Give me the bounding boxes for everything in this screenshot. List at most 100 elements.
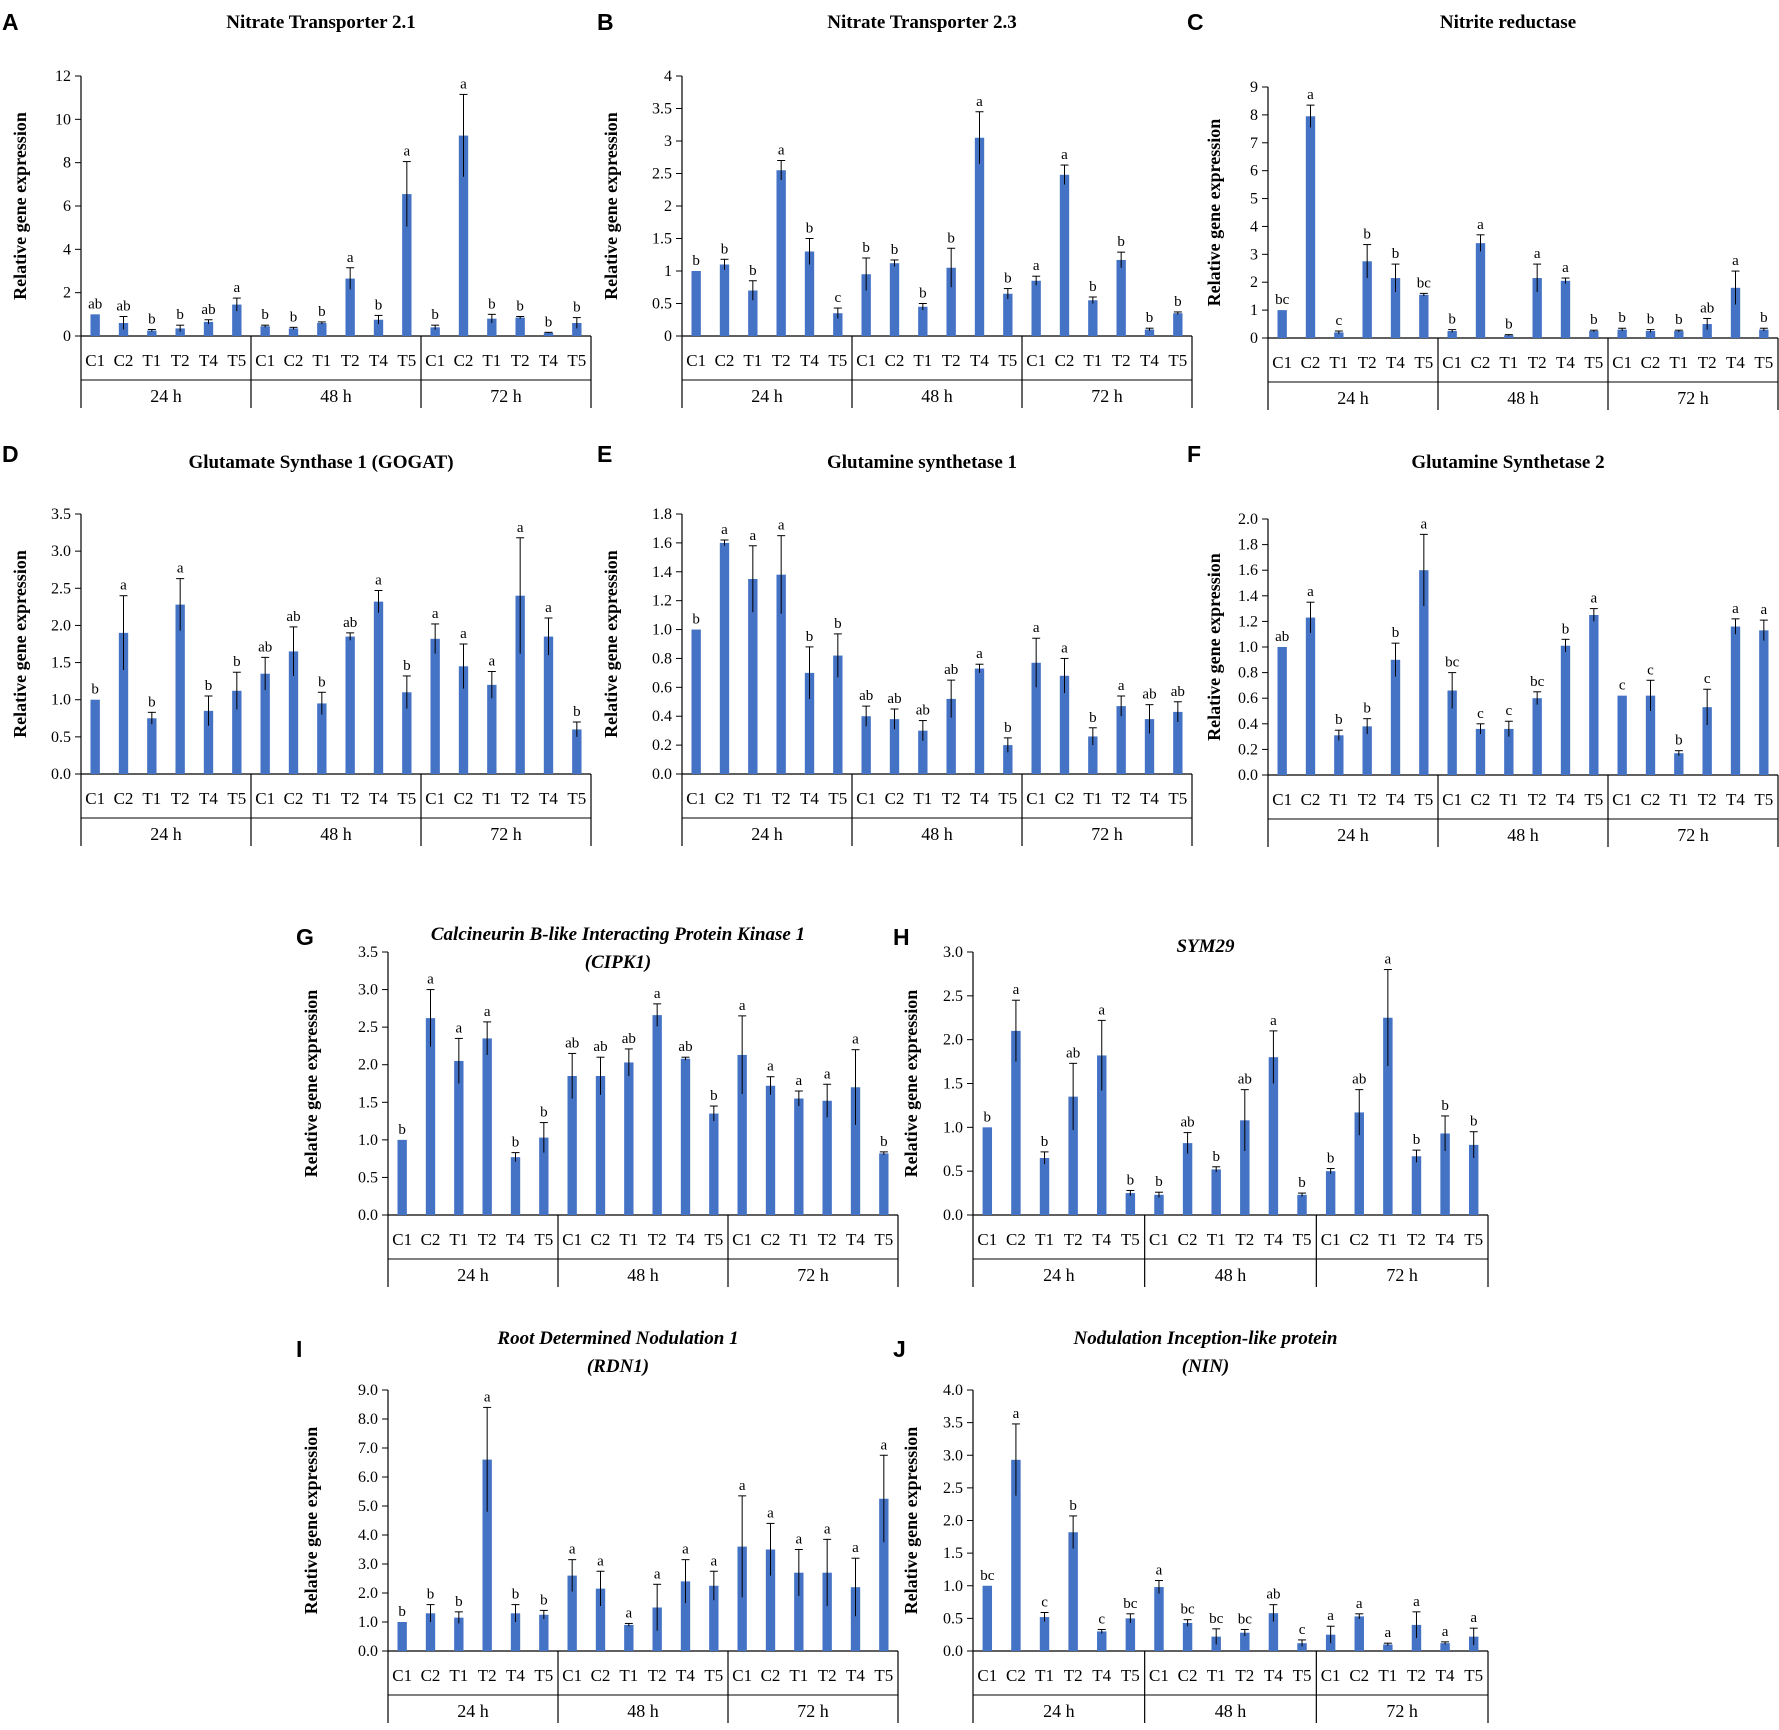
x-tick-label: C2 [1055,789,1075,808]
x-tick-label: T4 [1556,353,1575,372]
significance-label: a [1270,1013,1277,1029]
chart-title: Nitrate Transporter 2.3 [827,12,1016,33]
y-tick-label: 2.0 [358,1057,378,1074]
panel-label: D [2,441,19,467]
x-tick-label: T5 [1293,1666,1312,1685]
significance-label: a [1061,640,1068,656]
x-tick-label: T5 [704,1666,723,1685]
group-label: 24 h [1337,825,1369,845]
bar-t5 [1297,1194,1307,1215]
significance-label: bc [1530,674,1545,690]
x-tick-label: T5 [1584,790,1603,809]
significance-label: a [460,76,467,92]
bar-c1 [430,638,440,774]
bar-c1 [430,327,440,336]
significance-label: ab [343,615,357,631]
significance-label: ab [1700,300,1714,316]
bar-t4 [804,251,815,336]
group-label: 72 h [490,824,522,844]
significance-label: a [403,144,410,160]
significance-label: b [398,1122,406,1138]
bar-t1 [1039,1617,1050,1651]
bar-t2 [515,317,525,336]
x-tick-label: T5 [1584,353,1603,372]
group-label: 48 h [921,824,953,844]
y-tick-label: 10 [55,111,71,128]
significance-label: a [976,646,983,662]
y-tick-label: 0 [63,328,71,345]
chart-panel-h: H SYM29 Relative gene expression 0.0 0.5 1.0 1… [893,924,1489,1287]
significance-label: c [834,290,841,306]
x-tick-label: C1 [686,351,706,370]
significance-label: a [517,520,524,536]
x-tick-label: C2 [454,351,474,370]
y-tick-label: 7.0 [358,1440,378,1457]
significance-label: ab [916,703,930,719]
significance-label: a [1061,147,1068,163]
significance-label: b [1155,1174,1163,1190]
x-tick-label: T4 [506,1666,525,1685]
x-tick-label: T4 [1386,353,1405,372]
x-tick-label: T4 [676,1230,695,1249]
panel-label: F [1187,441,1201,467]
bar-t4 [373,601,384,774]
bar-c1 [1277,310,1287,338]
significance-label: b [1041,1134,1049,1150]
significance-label: bc [1209,1611,1224,1627]
panel-label: A [2,9,19,35]
y-tick-label: 2.5 [51,580,71,597]
significance-label: bc [1180,1602,1195,1618]
x-tick-label: T2 [942,351,961,370]
x-tick-label: T2 [1235,1666,1254,1685]
bar-t4 [1268,1613,1279,1651]
x-tick-label: T1 [619,1230,638,1249]
significance-label: a [739,1478,746,1494]
bar-t2 [946,267,956,336]
chart-title: Glutamine Synthetase 2 [1411,452,1604,473]
x-tick-label: T5 [1168,351,1187,370]
significance-label: b [176,307,184,323]
x-tick-label: T1 [142,351,161,370]
bar-t5 [1419,570,1429,775]
significance-label: b [1413,1132,1421,1148]
chart-panel-e: E Glutamine synthetase 1 Relative gene exp… [597,441,1193,846]
x-tick-label: T1 [142,789,161,808]
significance-label: b [806,221,814,237]
x-tick-label: T4 [506,1230,525,1249]
group-label: 48 h [627,1701,659,1721]
x-tick-label: T4 [846,1230,865,1249]
bar-t2 [175,604,185,774]
bar-t1 [147,718,157,774]
y-tick-label: 3.0 [51,543,71,560]
x-tick-label: T2 [648,1666,667,1685]
y-tick-label: 0.5 [358,1169,378,1186]
significance-label: a [1013,1406,1020,1422]
x-tick-label: T2 [1064,1666,1083,1685]
significance-label: ab [622,1031,636,1047]
bar-c1 [1447,690,1457,775]
x-tick-label: T1 [619,1666,638,1685]
significance-label: b [512,1587,520,1603]
group-label: 24 h [1337,388,1369,408]
bar-t5 [1589,615,1599,775]
panel-label: E [597,441,612,467]
y-tick-label: 2.5 [943,1480,963,1497]
bar-t4 [1390,659,1401,775]
bar-c1 [567,1575,577,1651]
bar-t5 [1589,331,1599,338]
bar-c1 [1031,662,1041,774]
significance-label: c [1098,1611,1105,1627]
significance-label: b [403,658,411,674]
significance-label: b [318,304,326,320]
x-tick-label: T1 [1035,1230,1054,1249]
bar-c2 [1645,331,1656,338]
bar-t1 [317,323,327,336]
bar-t1 [794,1098,804,1215]
x-tick-label: C1 [977,1230,997,1249]
x-tick-label: T1 [312,351,331,370]
bar-c2 [458,666,469,774]
bar-t2 [1116,706,1126,774]
x-tick-label: T5 [397,351,416,370]
group-label: 24 h [1043,1701,1075,1721]
group-label: 72 h [797,1701,829,1721]
